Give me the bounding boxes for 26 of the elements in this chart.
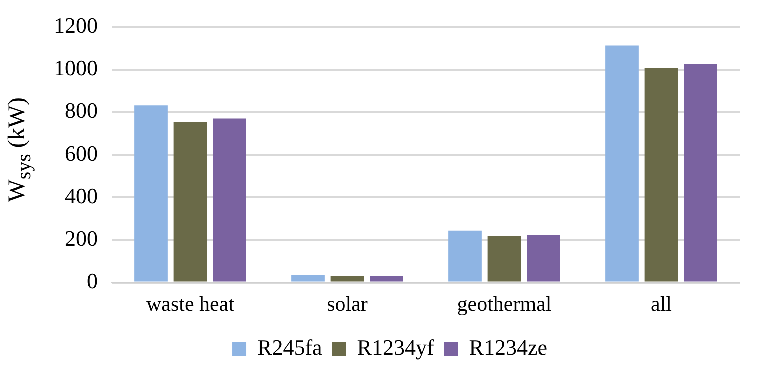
y-tick-label: 1200 <box>54 12 98 38</box>
x-tick-label: waste heat <box>146 292 235 316</box>
x-tick-label: all <box>651 292 672 316</box>
y-tick-label: 0 <box>87 268 98 294</box>
bar <box>606 46 639 282</box>
bar <box>134 106 168 282</box>
bar <box>448 230 482 282</box>
legend-label: R1234yf <box>357 334 435 360</box>
bar <box>174 122 208 282</box>
x-tick-label: geothermal <box>457 292 552 316</box>
bar <box>684 64 718 282</box>
bar <box>330 276 364 282</box>
y-tick-label: 400 <box>65 183 98 208</box>
y-tick-label: 1000 <box>54 56 98 81</box>
bar <box>370 276 404 282</box>
legend-label: R1234ze <box>469 334 548 360</box>
bar <box>488 236 522 282</box>
bar <box>213 118 246 282</box>
y-tick-label: 200 <box>65 226 98 251</box>
x-tick-label: solar <box>327 292 368 316</box>
bar <box>644 68 678 282</box>
bar <box>292 275 325 282</box>
y-tick-label: 600 <box>65 140 98 166</box>
y-tick-label: 800 <box>65 98 98 124</box>
legend-label: R245fa <box>258 334 323 360</box>
bar <box>527 236 560 282</box>
